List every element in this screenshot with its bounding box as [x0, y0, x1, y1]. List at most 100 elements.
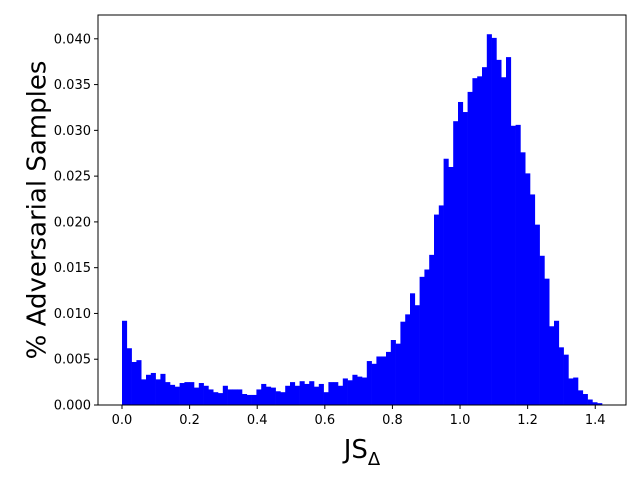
histogram-bar [582, 394, 588, 405]
histogram-bar [506, 57, 512, 406]
histogram-bar [395, 343, 401, 405]
histogram-bar [477, 76, 483, 406]
histogram-bar [539, 255, 545, 405]
histogram-bar [232, 389, 238, 405]
histogram-bar [381, 356, 387, 405]
histogram-bar [141, 379, 147, 405]
histogram-bar [150, 372, 156, 405]
histogram-bar [386, 351, 392, 405]
plot-frame [97, 14, 627, 406]
histogram-bar [371, 363, 377, 405]
histogram-bar [285, 385, 291, 405]
x-tick-label: 0.0 [112, 413, 133, 428]
histogram-bar [352, 374, 358, 405]
histogram-bar [558, 347, 564, 405]
histogram-bar [237, 389, 243, 405]
histogram-bar [189, 382, 195, 405]
histogram-bar [544, 278, 550, 405]
y-tick-label: 0.015 [54, 261, 91, 276]
histogram-bar [333, 382, 339, 405]
histogram-bar [510, 125, 516, 405]
y-tick-label: 0.030 [54, 124, 91, 139]
histogram-bar [453, 121, 459, 406]
histogram-bar [122, 320, 128, 405]
histogram-bar [294, 385, 300, 405]
histogram-bar [198, 383, 204, 405]
y-tick-label: 0.000 [54, 399, 91, 414]
histogram-bar [525, 173, 531, 405]
histogram-bar [309, 381, 315, 405]
histogram-bar [184, 382, 190, 405]
y-tick-label: 0.020 [54, 215, 91, 230]
histogram-bar [491, 37, 497, 405]
x-tick-label: 0.4 [247, 413, 268, 428]
histogram-bar [414, 305, 420, 405]
histogram-bar [472, 78, 478, 406]
histogram-bar [299, 381, 305, 405]
histogram-bar [160, 373, 166, 405]
histogram-bar [126, 348, 132, 405]
y-tick-label: 0.010 [54, 307, 91, 322]
histogram-bar [578, 390, 584, 405]
histogram-bar [515, 124, 521, 405]
histogram-bar [520, 152, 526, 405]
histogram-bar [136, 360, 142, 405]
histogram-bar [410, 293, 416, 405]
histogram-bar [218, 393, 224, 405]
histogram-bar [323, 392, 329, 405]
y-tick-label: 0.040 [54, 32, 91, 47]
y-tick-label: 0.035 [54, 78, 91, 93]
histogram-bar [496, 59, 502, 405]
histogram-bar [342, 378, 348, 405]
histogram-bar [376, 356, 382, 405]
histogram-bar [405, 314, 411, 405]
histogram-bar [568, 378, 574, 405]
histogram-bar [165, 382, 171, 405]
histogram-bar [592, 402, 598, 405]
histogram-bar [314, 386, 320, 405]
histogram-bar [290, 382, 296, 405]
histogram-bar [357, 376, 363, 405]
histogram-bar [458, 101, 464, 405]
histogram-bar [424, 269, 430, 405]
histogram-bar [419, 276, 425, 405]
histogram-bar [462, 112, 468, 406]
histogram-bar [213, 392, 219, 405]
x-tick-label: 0.8 [382, 413, 403, 428]
histogram-bar [203, 385, 209, 405]
histogram-bar [256, 389, 262, 405]
histogram-bar [131, 361, 137, 405]
y-tick-label: 0.005 [54, 353, 91, 368]
histogram-bar [155, 379, 161, 405]
histogram-bar [486, 34, 492, 406]
histogram-bar [242, 394, 248, 405]
histogram-bar [304, 383, 310, 405]
histogram-bar [146, 374, 152, 405]
histogram-bar [573, 377, 579, 405]
x-tick-label: 1.4 [585, 413, 606, 428]
x-label-main: JS [342, 435, 368, 465]
y-axis-label: % Adversarial Samples [23, 61, 53, 360]
histogram-bar [429, 254, 435, 405]
histogram-bar [554, 320, 560, 405]
histogram-bar [266, 386, 272, 405]
histogram-bar [170, 384, 176, 405]
histogram-bar [400, 321, 406, 405]
x-tick-label: 1.2 [517, 413, 538, 428]
histogram-bar [208, 389, 214, 405]
histogram-bar [438, 205, 444, 405]
histogram-bar [366, 361, 372, 405]
histogram-bar [227, 389, 233, 405]
histogram-bar [194, 387, 200, 405]
histogram-bar [587, 399, 593, 405]
histogram-bar [549, 326, 555, 405]
histogram-bar [467, 91, 473, 406]
histogram-bar [318, 383, 324, 405]
x-axis-label: JSΔ [342, 435, 381, 470]
x-label-subscript: Δ [368, 449, 381, 470]
x-tick-label: 0.2 [179, 413, 200, 428]
histogram-bar [443, 158, 449, 405]
histogram-bar [482, 67, 488, 405]
histogram-bar [179, 383, 185, 405]
